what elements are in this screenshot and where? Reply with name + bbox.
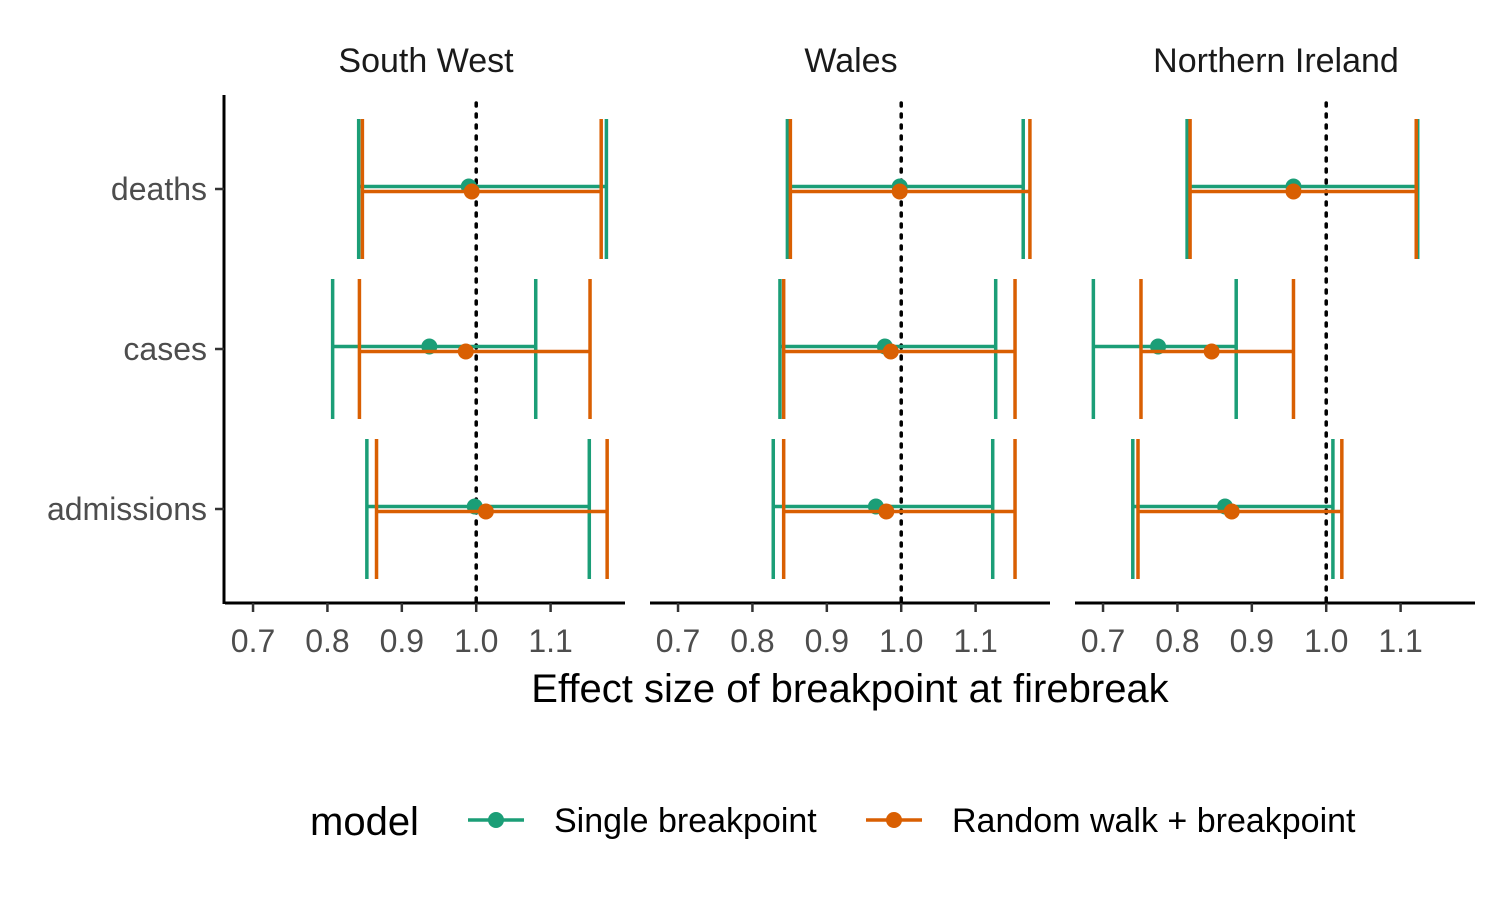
y-tick-label-cases: cases bbox=[123, 331, 207, 367]
legend: model Single breakpoint Random walk + bre… bbox=[310, 800, 1356, 844]
panel-title-northern-ireland: Northern Ireland bbox=[1153, 42, 1399, 80]
estimate-point bbox=[1285, 183, 1302, 200]
x-tick-label: 1.0 bbox=[879, 623, 923, 659]
panels-layer: South West 0.7 0.8 0.9 1.0 1.1 Wales 0.7 0.8 0.9 1… bbox=[225, 42, 1475, 659]
estimate-point bbox=[1203, 343, 1220, 360]
panel-northern-ireland: Northern Ireland 0.7 0.8 0.9 1.0 1.1 bbox=[1075, 42, 1475, 659]
errorbar-deaths bbox=[1188, 119, 1418, 259]
panel-south-west: South West 0.7 0.8 0.9 1.0 1.1 bbox=[225, 42, 625, 659]
errorbar-cases bbox=[357, 279, 592, 419]
y-axis: deaths cases admissions bbox=[47, 95, 226, 604]
errorbar-deaths bbox=[1185, 119, 1420, 259]
errorbar-admissions bbox=[1136, 439, 1344, 579]
estimate-point bbox=[463, 183, 480, 200]
legend-key-point bbox=[488, 812, 504, 828]
x-tick-label: 0.7 bbox=[231, 623, 275, 659]
errorbar-admissions bbox=[781, 439, 1017, 579]
estimate-point bbox=[477, 503, 494, 520]
x-axis-title: Effect size of breakpoint at firebreak bbox=[531, 667, 1169, 711]
x-tick-label: 0.9 bbox=[1230, 623, 1274, 659]
x-tick-label: 0.7 bbox=[656, 623, 700, 659]
errorbar-deaths bbox=[356, 119, 609, 259]
panel-title-south-west: South West bbox=[338, 42, 514, 80]
x-tick-label: 0.9 bbox=[805, 623, 849, 659]
estimate-point bbox=[1223, 503, 1240, 520]
legend-label: Single breakpoint bbox=[554, 802, 817, 840]
panel-wales: Wales 0.7 0.8 0.9 1.0 1.1 bbox=[650, 42, 1050, 659]
x-tick-label: 1.1 bbox=[1378, 623, 1422, 659]
x-tick-label: 0.8 bbox=[305, 623, 349, 659]
estimate-point bbox=[457, 343, 474, 360]
series-random-walk-breakpoint bbox=[1136, 119, 1418, 579]
legend-item-single-breakpoint: Single breakpoint bbox=[468, 802, 817, 840]
errorbar-deaths bbox=[360, 119, 603, 259]
y-tick-label-admissions: admissions bbox=[47, 491, 207, 527]
x-tick-label: 1.1 bbox=[528, 623, 572, 659]
legend-key-point bbox=[886, 812, 902, 828]
errorbar-deaths bbox=[788, 119, 1032, 259]
estimate-point bbox=[882, 343, 899, 360]
x-tick-label: 0.8 bbox=[1155, 623, 1199, 659]
errorbar-admissions bbox=[374, 439, 609, 579]
errorbar-cases bbox=[781, 279, 1017, 419]
y-tick-label-deaths: deaths bbox=[111, 171, 207, 207]
legend-label: Random walk + breakpoint bbox=[952, 802, 1356, 840]
x-tick-label: 1.1 bbox=[953, 623, 997, 659]
errorbar-admissions bbox=[365, 439, 592, 579]
x-tick-label: 1.0 bbox=[1304, 623, 1348, 659]
estimate-point bbox=[891, 183, 908, 200]
series-random-walk-breakpoint bbox=[357, 119, 609, 579]
x-tick-label: 0.7 bbox=[1081, 623, 1125, 659]
legend-title: model bbox=[310, 800, 419, 844]
x-tick-label: 1.0 bbox=[454, 623, 498, 659]
series-random-walk-breakpoint bbox=[781, 119, 1032, 579]
legend-item-random-walk-breakpoint: Random walk + breakpoint bbox=[866, 802, 1356, 840]
errorbar-cases bbox=[1139, 279, 1296, 419]
estimate-point bbox=[878, 503, 895, 520]
errorbar-cases bbox=[330, 279, 538, 419]
x-tick-label: 0.9 bbox=[380, 623, 424, 659]
x-tick-label: 0.8 bbox=[730, 623, 774, 659]
panel-title-wales: Wales bbox=[804, 42, 897, 80]
